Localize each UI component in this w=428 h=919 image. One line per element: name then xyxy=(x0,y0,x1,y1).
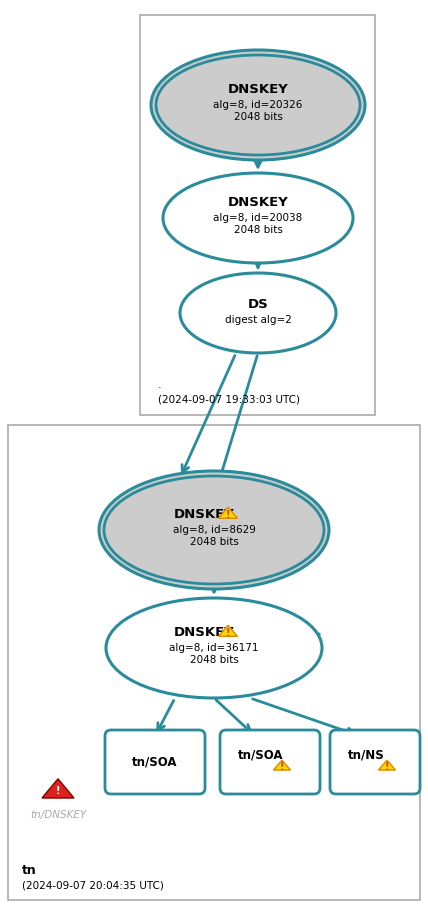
Text: alg=8, id=20038: alg=8, id=20038 xyxy=(214,213,303,222)
Ellipse shape xyxy=(180,273,336,353)
Text: !: ! xyxy=(56,786,60,796)
Text: alg=8, id=8629: alg=8, id=8629 xyxy=(172,525,256,535)
FancyBboxPatch shape xyxy=(105,730,205,794)
Text: digest alg=2: digest alg=2 xyxy=(225,315,291,325)
FancyBboxPatch shape xyxy=(330,730,420,794)
Text: 2048 bits: 2048 bits xyxy=(190,537,238,547)
Text: !: ! xyxy=(226,510,230,520)
Text: tn/NS: tn/NS xyxy=(348,748,384,762)
Text: 2048 bits: 2048 bits xyxy=(234,225,282,234)
FancyBboxPatch shape xyxy=(8,425,420,900)
Text: alg=8, id=36171: alg=8, id=36171 xyxy=(169,642,259,652)
Text: tn/SOA: tn/SOA xyxy=(132,755,178,768)
FancyBboxPatch shape xyxy=(140,15,375,415)
Text: DNSKEY: DNSKEY xyxy=(228,84,288,96)
Text: .: . xyxy=(158,380,162,390)
Polygon shape xyxy=(219,507,238,518)
Text: tn: tn xyxy=(22,864,37,877)
Text: 2048 bits: 2048 bits xyxy=(234,112,282,122)
Polygon shape xyxy=(42,778,74,798)
Polygon shape xyxy=(378,760,395,770)
Text: 2048 bits: 2048 bits xyxy=(190,655,238,664)
Text: DNSKEY: DNSKEY xyxy=(174,508,235,521)
Text: tn/SOA: tn/SOA xyxy=(238,748,284,762)
Text: DNSKEY: DNSKEY xyxy=(228,197,288,210)
Text: (2024-09-07 19:33:03 UTC): (2024-09-07 19:33:03 UTC) xyxy=(158,395,300,405)
Ellipse shape xyxy=(106,598,322,698)
Text: (2024-09-07 20:04:35 UTC): (2024-09-07 20:04:35 UTC) xyxy=(22,880,164,890)
Polygon shape xyxy=(219,625,238,636)
Text: !: ! xyxy=(385,762,389,772)
Ellipse shape xyxy=(99,471,329,589)
FancyBboxPatch shape xyxy=(220,730,320,794)
Text: DS: DS xyxy=(248,299,268,312)
Ellipse shape xyxy=(151,50,365,160)
Text: tn/DNSKEY: tn/DNSKEY xyxy=(30,810,86,820)
Ellipse shape xyxy=(156,55,360,155)
Ellipse shape xyxy=(163,173,353,263)
Text: !: ! xyxy=(280,762,284,772)
Text: !: ! xyxy=(226,628,230,638)
Text: alg=8, id=20326: alg=8, id=20326 xyxy=(213,100,303,109)
Polygon shape xyxy=(273,760,291,770)
Text: DNSKEY: DNSKEY xyxy=(174,627,235,640)
Ellipse shape xyxy=(104,476,324,584)
